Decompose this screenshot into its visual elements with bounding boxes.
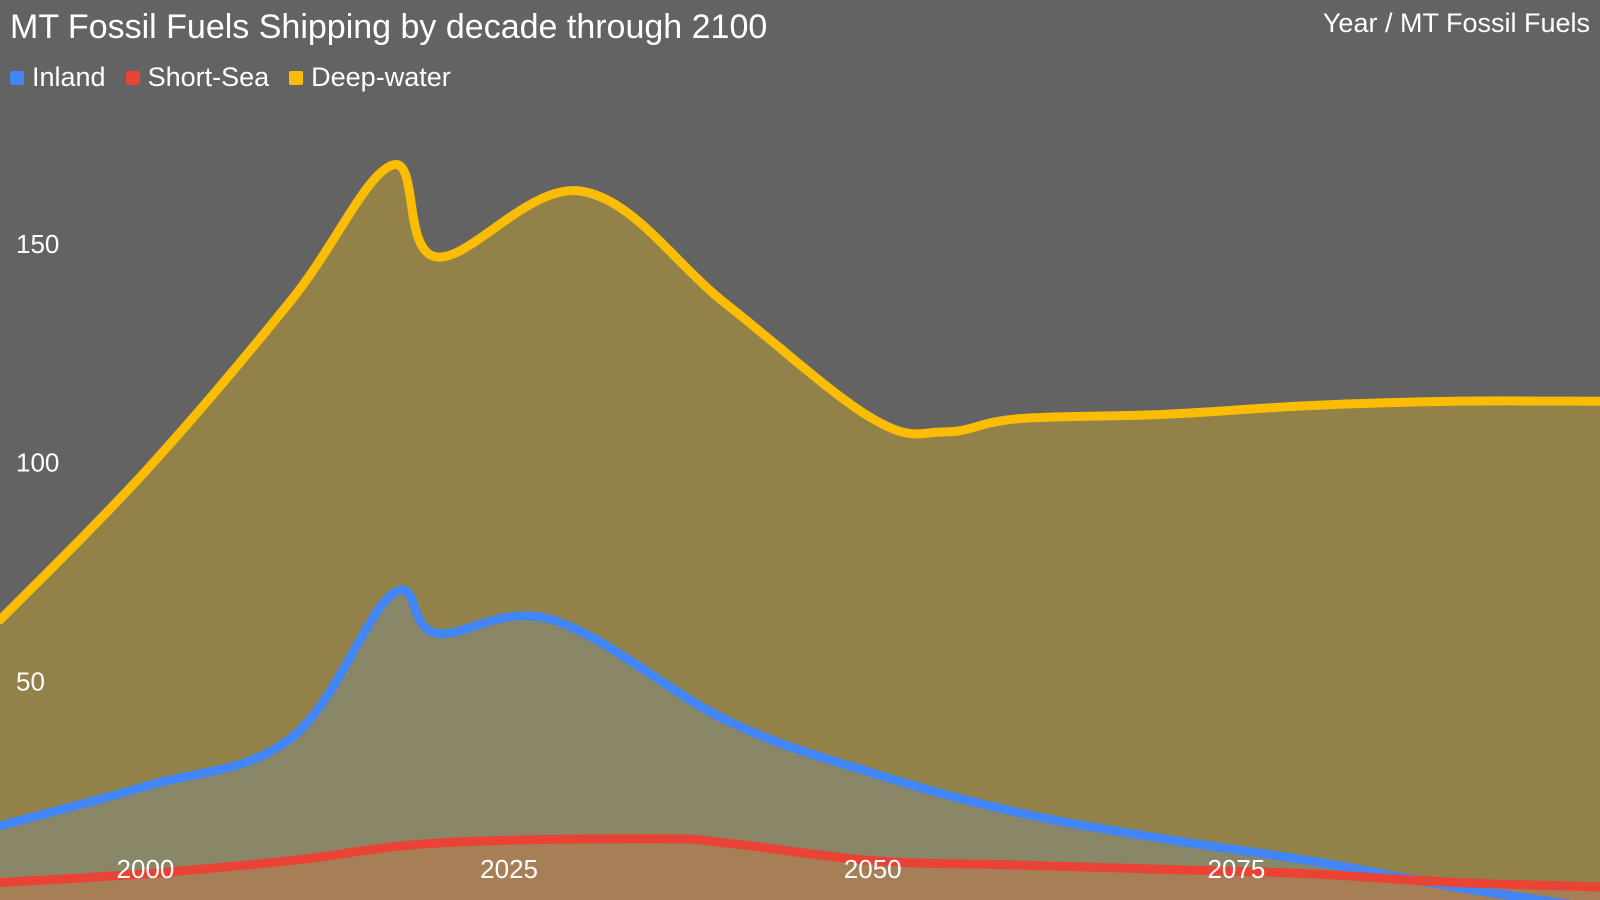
legend-item-inland[interactable]: Inland	[10, 62, 106, 93]
area-short-sea	[0, 838, 1600, 900]
y-tick-label: 100	[16, 448, 59, 478]
y-tick-label: 150	[16, 229, 59, 259]
x-tick-label: 2050	[844, 854, 902, 884]
legend-swatch-inland	[10, 70, 24, 85]
x-tick-label: 2025	[480, 854, 538, 884]
legend-label-inland: Inland	[32, 62, 106, 92]
area-inland	[0, 589, 1600, 900]
legend-swatch-deep-water	[289, 70, 304, 85]
legend-label-deep-water: Deep-water	[311, 62, 451, 92]
x-tick-label: 2000	[117, 854, 175, 884]
x-tick-label: 2075	[1207, 854, 1265, 884]
series-lines	[0, 160, 1600, 900]
line-inland[interactable]	[0, 585, 1600, 900]
line-short-sea[interactable]	[0, 834, 1600, 892]
series-areas	[0, 164, 1600, 900]
legend-label-short-sea: Short-Sea	[147, 62, 270, 92]
axis-ticks: 2000 2025 2050 2075 50 100 150	[16, 229, 1265, 884]
legend-item-deep-water[interactable]: Deep-water	[289, 62, 451, 93]
axis-caption: Year / MT Fossil Fuels	[1322, 8, 1590, 38]
line-deep-water[interactable]	[0, 160, 1600, 625]
legend-swatch-short-sea	[125, 70, 140, 85]
legend-item-short-sea[interactable]: Short-Sea	[125, 62, 270, 93]
y-tick-label: 50	[16, 666, 45, 696]
legend: Inland Short-Sea Deep-water	[10, 62, 451, 93]
chart-title: MT Fossil Fuels Shipping by decade throu…	[10, 8, 768, 46]
